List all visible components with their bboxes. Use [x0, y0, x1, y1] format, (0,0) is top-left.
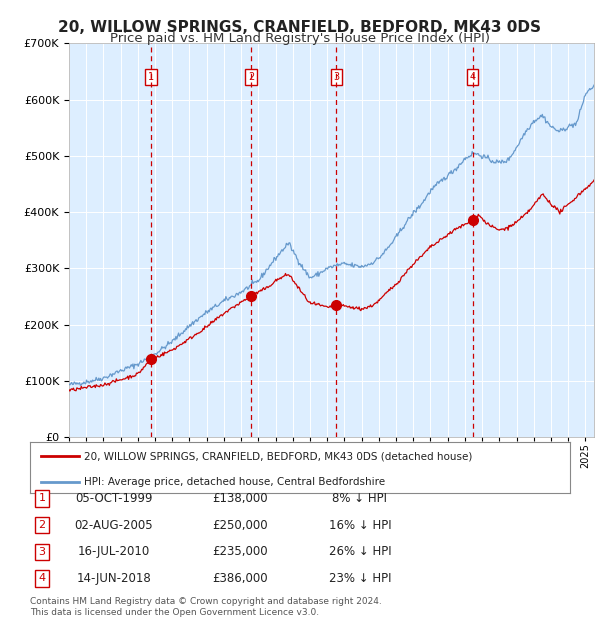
- Text: 8% ↓ HPI: 8% ↓ HPI: [332, 492, 388, 505]
- Text: £235,000: £235,000: [212, 546, 268, 558]
- Text: 02-AUG-2005: 02-AUG-2005: [74, 519, 154, 531]
- Text: 16% ↓ HPI: 16% ↓ HPI: [329, 519, 391, 531]
- Text: 16-JUL-2010: 16-JUL-2010: [78, 546, 150, 558]
- Text: £138,000: £138,000: [212, 492, 268, 505]
- Text: 14-JUN-2018: 14-JUN-2018: [77, 572, 151, 585]
- Text: 20, WILLOW SPRINGS, CRANFIELD, BEDFORD, MK43 0DS (detached house): 20, WILLOW SPRINGS, CRANFIELD, BEDFORD, …: [84, 451, 472, 461]
- Text: £386,000: £386,000: [212, 572, 268, 585]
- Text: £250,000: £250,000: [212, 519, 268, 531]
- Text: 1: 1: [148, 72, 154, 82]
- Text: 4: 4: [38, 574, 46, 583]
- Text: 2: 2: [248, 72, 254, 82]
- Text: HPI: Average price, detached house, Central Bedfordshire: HPI: Average price, detached house, Cent…: [84, 477, 385, 487]
- Text: Price paid vs. HM Land Registry's House Price Index (HPI): Price paid vs. HM Land Registry's House …: [110, 32, 490, 45]
- Text: 1: 1: [38, 494, 46, 503]
- Text: 2: 2: [38, 520, 46, 530]
- Text: 3: 3: [334, 72, 340, 82]
- Text: Contains HM Land Registry data © Crown copyright and database right 2024.
This d: Contains HM Land Registry data © Crown c…: [30, 598, 382, 617]
- Text: 3: 3: [38, 547, 46, 557]
- Text: 20, WILLOW SPRINGS, CRANFIELD, BEDFORD, MK43 0DS: 20, WILLOW SPRINGS, CRANFIELD, BEDFORD, …: [59, 20, 542, 35]
- Text: 26% ↓ HPI: 26% ↓ HPI: [329, 546, 391, 558]
- Text: 05-OCT-1999: 05-OCT-1999: [75, 492, 153, 505]
- Text: 4: 4: [470, 72, 476, 82]
- Text: 23% ↓ HPI: 23% ↓ HPI: [329, 572, 391, 585]
